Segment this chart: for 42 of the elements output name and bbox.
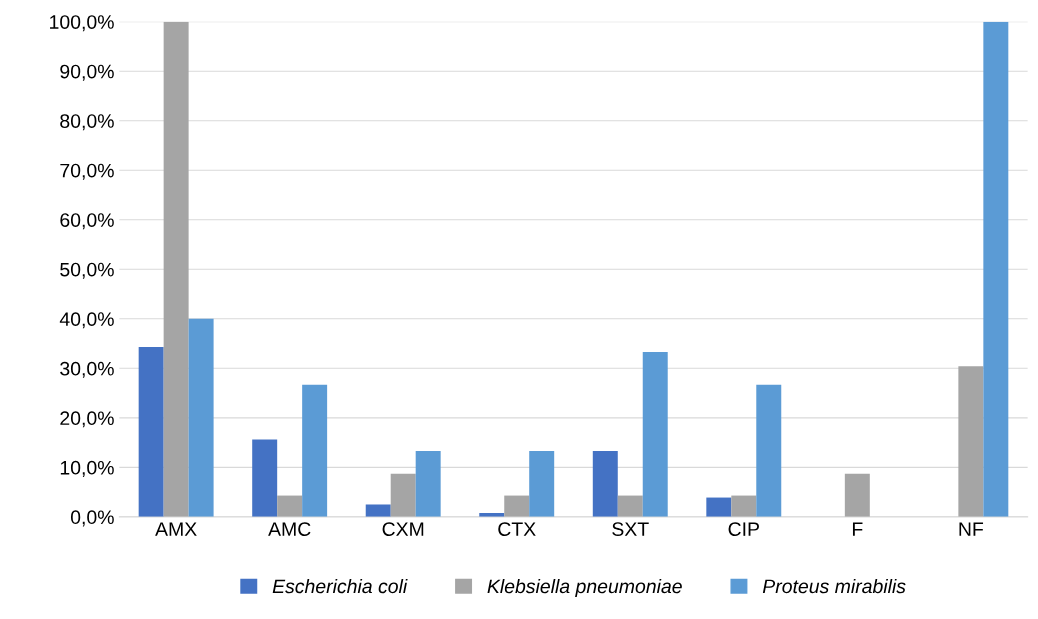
- x-tick-label: SXT: [612, 522, 649, 537]
- bar: [529, 451, 555, 517]
- bar: [252, 439, 278, 517]
- bar: [390, 473, 416, 517]
- y-tick-label: 10,0%: [60, 460, 114, 477]
- y-tick-label: 20,0%: [60, 411, 114, 428]
- x-tick-label: AMX: [155, 522, 197, 536]
- bar: [188, 318, 214, 517]
- x-tick-label: CIP: [728, 522, 759, 537]
- bar: [277, 495, 303, 517]
- bar: [592, 451, 618, 517]
- bar: [958, 366, 984, 517]
- x-tick-label: AMC: [268, 522, 311, 537]
- x-tick-label: CXM: [382, 522, 424, 537]
- y-tick-label: 40,0%: [59, 312, 114, 329]
- x-tick-label: NF: [959, 522, 984, 536]
- y-tick-label: 100,0%: [50, 15, 114, 32]
- legend-label: Proteus mirabilis: [762, 578, 906, 594]
- bar: [504, 495, 530, 517]
- bar: [706, 497, 732, 517]
- legend-label: Klebsiella pneumoniae: [487, 578, 682, 598]
- bar: [731, 495, 757, 517]
- x-tick-label: CTX: [498, 522, 536, 537]
- y-tick-label: 80,0%: [60, 114, 114, 131]
- bar: [163, 21, 189, 517]
- bar: [415, 451, 441, 517]
- bar: [138, 347, 164, 517]
- y-tick-label: 70,0%: [60, 163, 114, 180]
- y-tick-label: 30,0%: [60, 361, 114, 378]
- y-tick-label: 60,0%: [60, 213, 114, 230]
- bar: [302, 384, 328, 517]
- y-tick-label: 50,0%: [60, 262, 114, 279]
- bar: [983, 21, 1009, 517]
- x-tick-label: F: [852, 522, 863, 536]
- legend-label: Escherichia coli: [272, 578, 408, 594]
- bar: [844, 473, 870, 517]
- bar: [642, 351, 668, 517]
- y-tick-label: 90,0%: [60, 64, 114, 81]
- bar: [617, 495, 643, 517]
- y-tick-label: 0,0%: [70, 510, 114, 527]
- bar: [365, 504, 391, 517]
- bar: [756, 384, 782, 517]
